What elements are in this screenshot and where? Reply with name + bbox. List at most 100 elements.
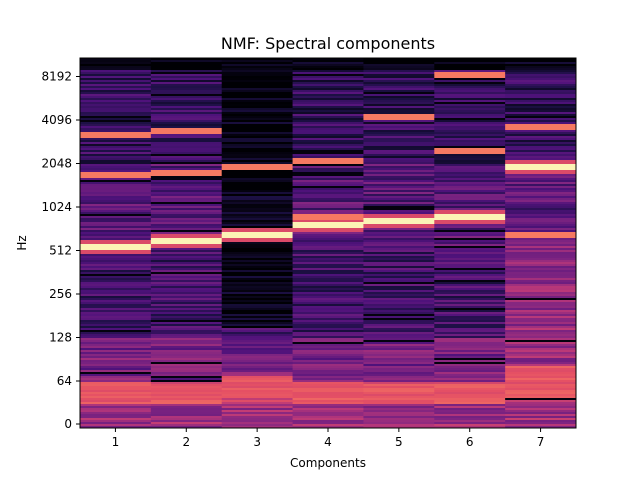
heatmap-cell <box>292 258 364 260</box>
heatmap-cell <box>363 202 435 204</box>
heatmap-cell <box>221 60 294 62</box>
heatmap-cell <box>221 164 294 166</box>
heatmap-cell <box>150 300 223 302</box>
heatmap-cell <box>363 356 435 358</box>
heatmap-cell <box>434 80 506 82</box>
heatmap-cell <box>505 364 577 366</box>
heatmap-cell <box>221 124 294 126</box>
heatmap-cell <box>221 238 294 240</box>
heatmap-cell <box>363 108 435 110</box>
heatmap-cell <box>434 416 506 418</box>
heatmap-cell <box>363 354 435 356</box>
heatmap-cell <box>221 188 294 190</box>
heatmap-cell <box>292 206 364 208</box>
heatmap-cell <box>150 268 223 270</box>
heatmap-cell <box>292 192 364 194</box>
heatmap-cell <box>292 416 364 418</box>
heatmap-cell <box>434 408 506 410</box>
heatmap-cell <box>80 228 152 230</box>
heatmap-cell <box>150 424 223 426</box>
heatmap-cell <box>505 196 577 198</box>
heatmap-cell <box>292 270 364 272</box>
heatmap-cell <box>292 216 364 218</box>
heatmap-cell <box>80 328 152 330</box>
heatmap-cell <box>363 118 435 120</box>
heatmap-cell <box>292 420 364 422</box>
heatmap-cell <box>80 188 152 190</box>
heatmap-cell <box>221 292 294 294</box>
heatmap-cell <box>221 346 294 348</box>
heatmap-cell <box>363 140 435 142</box>
heatmap-cell <box>363 300 435 302</box>
heatmap-cell <box>505 178 577 180</box>
heatmap-cell <box>505 340 577 342</box>
heatmap-cell <box>292 120 364 122</box>
heatmap-cell <box>292 404 364 406</box>
heatmap-cell <box>434 146 506 148</box>
heatmap-cell <box>80 248 152 250</box>
heatmap-cell <box>363 246 435 248</box>
heatmap-cell <box>221 344 294 346</box>
heatmap-cell <box>80 284 152 286</box>
heatmap-cell <box>363 418 435 420</box>
heatmap-cell <box>80 370 152 372</box>
heatmap-cell <box>150 380 223 382</box>
heatmap-cell <box>292 72 364 74</box>
heatmap-cell <box>505 254 577 256</box>
heatmap-cell <box>292 118 364 120</box>
heatmap-cell <box>292 104 364 106</box>
heatmap-cell <box>80 344 152 346</box>
heatmap-cell <box>221 310 294 312</box>
heatmap-cell <box>221 162 294 164</box>
heatmap-cell <box>363 128 435 130</box>
heatmap-cell <box>505 234 577 236</box>
heatmap-cell <box>80 140 152 142</box>
heatmap-cell <box>292 116 364 118</box>
heatmap-cell <box>221 216 294 218</box>
heatmap-cell <box>80 410 152 412</box>
heatmap-cell <box>150 226 223 228</box>
heatmap-cell <box>80 326 152 328</box>
y-tick-label: 0 <box>64 417 72 431</box>
heatmap-cell <box>363 106 435 108</box>
heatmap-cell <box>434 316 506 318</box>
heatmap-cell <box>505 80 577 82</box>
heatmap-cell <box>80 388 152 390</box>
heatmap-cell <box>363 298 435 300</box>
heatmap-cell <box>80 98 152 100</box>
heatmap-cell <box>292 394 364 396</box>
heatmap-cell <box>434 90 506 92</box>
heatmap-cell <box>80 234 152 236</box>
heatmap-cell <box>363 224 435 226</box>
heatmap-cell <box>434 122 506 124</box>
heatmap-cell <box>434 238 506 240</box>
heatmap-cell <box>505 278 577 280</box>
heatmap-cell <box>80 406 152 408</box>
heatmap-cell <box>292 224 364 226</box>
heatmap-cell <box>505 416 577 418</box>
heatmap-cell <box>150 324 223 326</box>
heatmap-cell <box>292 412 364 414</box>
heatmap-cell <box>221 246 294 248</box>
heatmap-cell <box>363 232 435 234</box>
heatmap-cell <box>292 422 364 424</box>
heatmap-cell <box>150 256 223 258</box>
heatmap-cell <box>434 106 506 108</box>
heatmap-cell <box>80 374 152 376</box>
heatmap-cell <box>505 212 577 214</box>
heatmap-cell <box>292 164 364 166</box>
heatmap-cell <box>363 364 435 366</box>
heatmap-cell <box>434 314 506 316</box>
heatmap-column <box>292 58 364 428</box>
heatmap-cell <box>505 308 577 310</box>
heatmap-cell <box>363 104 435 106</box>
heatmap-cell <box>363 78 435 80</box>
heatmap-cell <box>221 114 294 116</box>
heatmap-cell <box>505 172 577 174</box>
heatmap-cell <box>80 142 152 144</box>
heatmap-cell <box>363 170 435 172</box>
heatmap-cell <box>80 290 152 292</box>
heatmap-cell <box>434 356 506 358</box>
heatmap-cell <box>150 170 223 172</box>
heatmap-cell <box>434 344 506 346</box>
